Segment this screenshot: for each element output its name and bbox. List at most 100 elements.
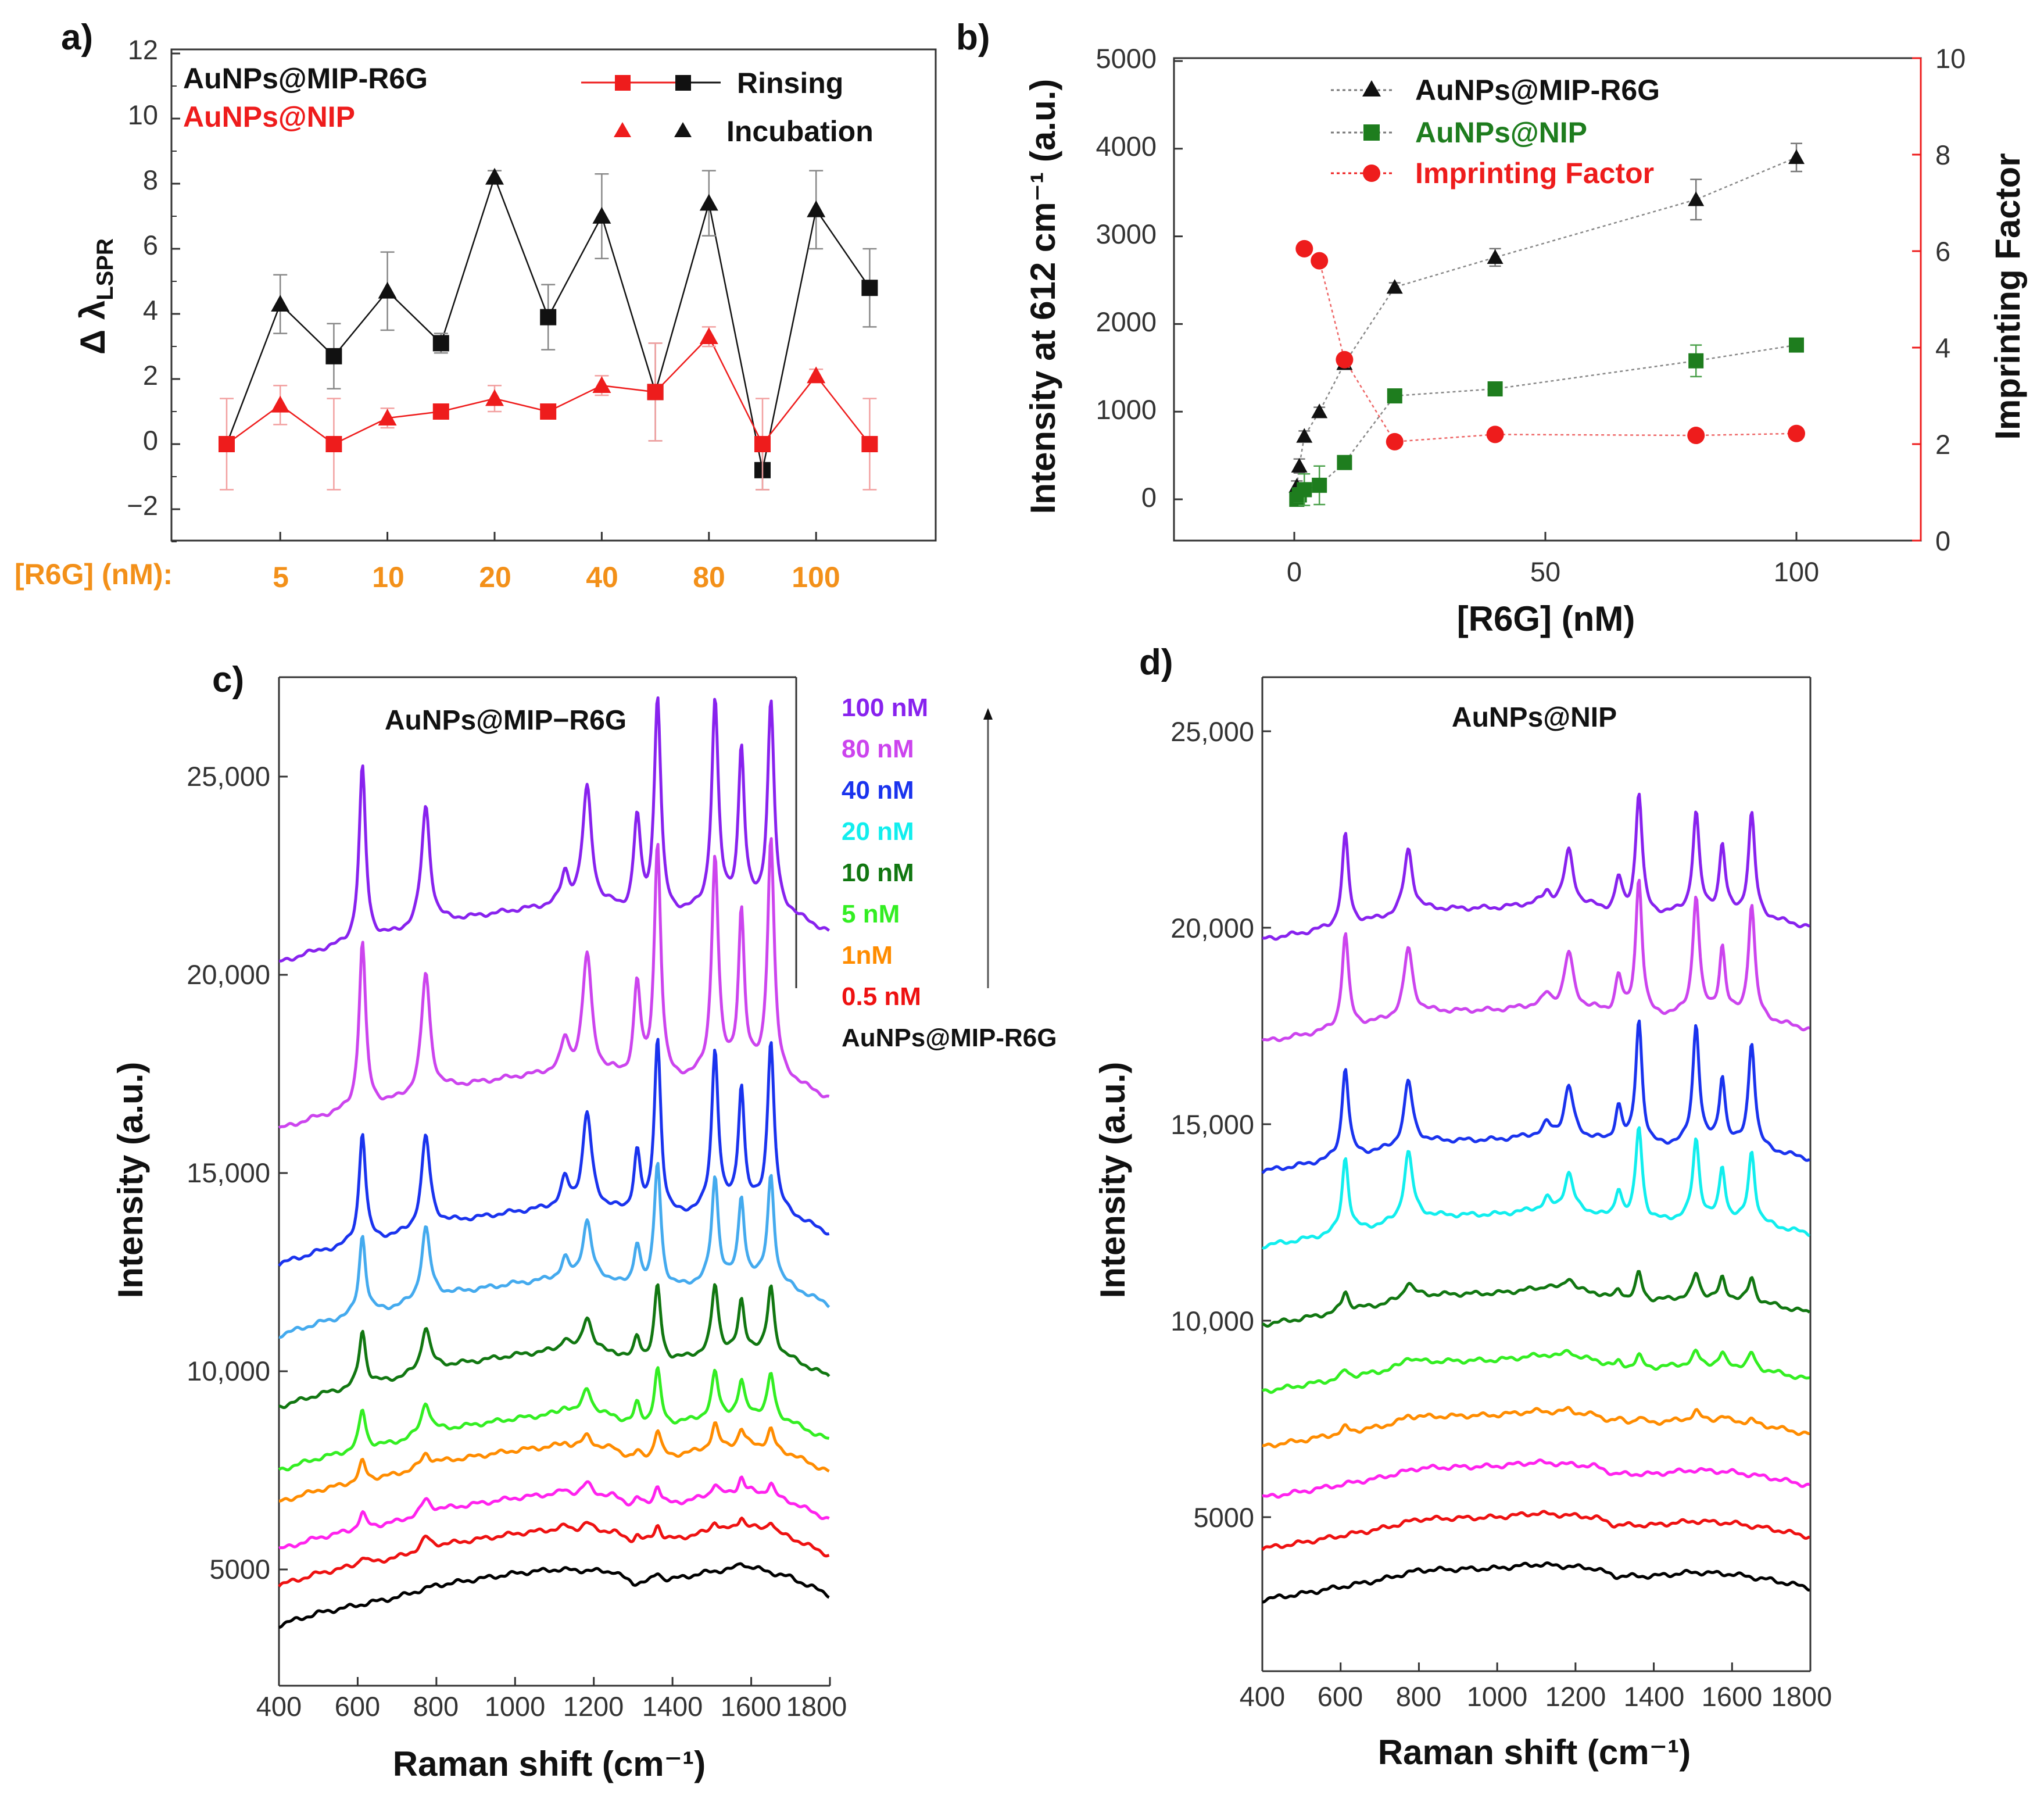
panel-d-y-ticks: 25,000 20,000 15,000 10,000 5000 xyxy=(1170,716,1254,1533)
x-tick: 1800 xyxy=(786,1691,847,1722)
legend-nip-marker xyxy=(1363,124,1380,141)
panel-d-label: d) xyxy=(1139,642,1173,682)
series-line-2 xyxy=(1304,248,1797,443)
x-tick: 400 xyxy=(1240,1681,1285,1712)
data-point-mip xyxy=(1487,249,1504,264)
legend-40nm: 40 nM xyxy=(842,776,914,804)
spectrum-line xyxy=(278,837,830,1129)
x-tick: 50 xyxy=(1530,556,1560,587)
spectrum-line xyxy=(1261,1510,1810,1551)
x-category: 5 xyxy=(273,561,289,593)
data-point-imprinting-factor xyxy=(1486,425,1504,444)
data-point-rinsing xyxy=(754,436,771,452)
data-point-rinsing xyxy=(219,436,235,452)
panel-b: b) 5000 4000 3000 2000 1000 0 10 8 6 4 2… xyxy=(956,17,2027,638)
x-axis-title: [R6G] (nM) xyxy=(1457,599,1635,638)
y-tick: 10,000 xyxy=(1170,1306,1254,1336)
y-tick: 5000 xyxy=(1193,1502,1254,1533)
data-point-incubation xyxy=(699,327,718,344)
data-point-nip xyxy=(1337,455,1352,470)
x-tick: 800 xyxy=(413,1691,459,1722)
y-tick-right: 8 xyxy=(1935,140,1950,170)
spectrum-line xyxy=(278,1517,830,1588)
x-tick: 1000 xyxy=(1467,1681,1528,1712)
x-tick: 1800 xyxy=(1771,1681,1832,1712)
legend-5nm: 5 nM xyxy=(842,900,900,928)
spectrum-line xyxy=(278,1161,831,1339)
x-tick: 0 xyxy=(1287,556,1302,587)
panel-a-y-axis-title: Δ λLSPR xyxy=(73,238,118,355)
y-tick-right: 2 xyxy=(1935,429,1950,460)
y-tick-right: 10 xyxy=(1935,43,1966,74)
spectrum-line xyxy=(1261,878,1810,1042)
spectrum-line xyxy=(1262,1458,1810,1499)
panel-c-spectra xyxy=(278,696,831,1629)
data-point-nip xyxy=(1789,337,1804,353)
y-axis-title-sub: LSPR xyxy=(92,238,118,301)
legend-incubation-marker xyxy=(614,122,692,137)
spectrum-line xyxy=(278,1562,830,1629)
data-point-nip xyxy=(1312,477,1327,493)
data-point-incubation xyxy=(378,409,397,425)
data-point-mip xyxy=(1296,428,1313,443)
panel-c: c) AuNPs@MIP−R6G 25,000 20,000 15,000 10… xyxy=(111,660,1057,1783)
series-line-nip xyxy=(226,335,871,446)
panel-d-tick-marks xyxy=(1261,730,1812,1671)
data-point-rinsing xyxy=(861,280,878,296)
y-tick-right: 4 xyxy=(1935,332,1950,363)
x-axis-title: [R6G] (nM): xyxy=(15,558,173,591)
panel-d-spectra xyxy=(1261,792,1811,1604)
panel-b-x-ticks: 0 50 100 xyxy=(1287,556,1819,587)
y-tick: 8 xyxy=(143,165,158,195)
y-tick: 10 xyxy=(128,99,158,130)
x-category: 40 xyxy=(586,561,618,593)
data-point-rinsing xyxy=(647,384,664,401)
x-tick: 400 xyxy=(256,1691,302,1722)
y-tick-left: 4000 xyxy=(1096,131,1157,162)
legend-incubation: Incubation xyxy=(726,115,874,148)
y-tick: 25,000 xyxy=(1170,716,1254,747)
panel-d-title: AuNPs@NIP xyxy=(1452,702,1617,733)
y-tick: 5000 xyxy=(209,1554,270,1585)
y-tick: 25,000 xyxy=(187,761,270,792)
data-point-nip xyxy=(1688,353,1704,369)
x-tick: 1600 xyxy=(721,1691,782,1722)
data-point-incubation xyxy=(485,389,504,406)
legend-nip: AuNPs@NIP xyxy=(183,101,355,133)
panel-c-y-axis-title: Intensity (a.u.) xyxy=(111,1062,150,1299)
y-axis-title-right: Imprinting Factor xyxy=(1988,153,2027,439)
series-line-1 xyxy=(1296,344,1797,500)
data-point-rinsing xyxy=(325,436,342,452)
data-point-rinsing xyxy=(861,436,878,452)
y-tick: −2 xyxy=(127,490,158,521)
spectrum-line xyxy=(1262,792,1810,941)
spectrum-line xyxy=(1262,1126,1811,1250)
data-point-rinsing xyxy=(540,403,557,420)
data-point-rinsing xyxy=(432,403,449,420)
data-point-imprinting-factor xyxy=(1295,239,1313,258)
x-tick: 1000 xyxy=(485,1691,546,1722)
spectrum-line xyxy=(1262,1270,1811,1328)
panel-d-x-ticks: 400 600 800 1000 1200 1400 1600 1800 xyxy=(1240,1681,1832,1712)
legend-nip: AuNPs@NIP xyxy=(1415,116,1587,149)
data-point-nip xyxy=(1297,482,1312,498)
legend-0-5nm: 0.5 nM xyxy=(842,982,921,1011)
y-tick: 2 xyxy=(143,360,158,391)
panel-b-y-left-ticks: 5000 4000 3000 2000 1000 0 xyxy=(1096,43,1157,513)
y-tick-left: 2000 xyxy=(1096,306,1157,337)
arrow-up-icon xyxy=(983,708,993,988)
y-tick: 20,000 xyxy=(187,959,270,990)
y-axis-title-main: Δ λ xyxy=(73,301,112,355)
spectrum-line xyxy=(1262,1561,1810,1604)
x-tick: 1400 xyxy=(1624,1681,1685,1712)
spectrum-line xyxy=(1261,1349,1810,1394)
data-point-imprinting-factor xyxy=(1788,424,1805,442)
panel-c-legend: 100 nM 80 nM 40 nM 20 nM 10 nM 5 nM 1nM … xyxy=(842,693,1057,1052)
data-point-incubation xyxy=(592,376,611,393)
y-tick-right: 6 xyxy=(1935,236,1950,267)
x-tick: 1400 xyxy=(642,1691,703,1722)
legend-100nm: 100 nM xyxy=(842,693,928,722)
data-point-mip xyxy=(1688,191,1705,206)
x-tick: 1600 xyxy=(1702,1681,1763,1712)
data-point-rinsing xyxy=(432,335,449,352)
